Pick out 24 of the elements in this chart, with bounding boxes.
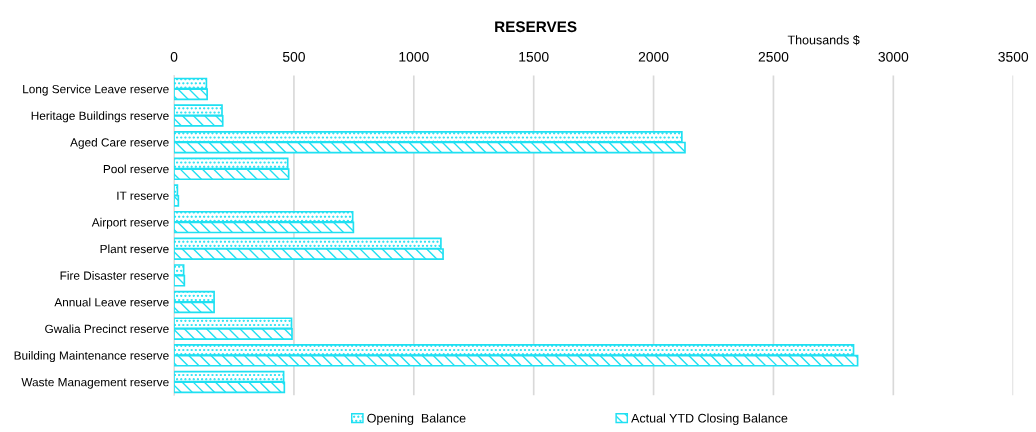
x-tick-label: 2500 — [758, 51, 789, 62]
x-tick-label: 3000 — [878, 51, 909, 62]
y-tick-label: Airport reserve — [91, 217, 169, 229]
x-tick-label: 2000 — [638, 51, 669, 62]
y-tick-label: Building Maintenance reserve — [14, 351, 169, 363]
legend-label: Opening Balance — [367, 413, 466, 426]
y-tick-label: Pool reserve — [103, 164, 169, 174]
y-tick-label: Gwalia Precinct reserve — [45, 324, 169, 334]
y-tick-label: Heritage Buildings reserve — [31, 111, 169, 123]
chart-title: RESERVES — [495, 21, 577, 33]
y-tick-label: IT reserve — [117, 191, 169, 200]
legend-label: Actual YTD Closing Balance — [631, 413, 788, 426]
y-tick-label: Plant reserve — [100, 244, 169, 254]
y-tick-label: Fire Disaster reserve — [60, 271, 169, 280]
x-tick-label: 1000 — [399, 51, 429, 62]
y-tick-label: Aged Care reserve — [70, 137, 169, 149]
x-tick-label: 3500 — [998, 51, 1029, 62]
x-tick-label: 500 — [282, 51, 305, 62]
x-tick-label: 1500 — [519, 51, 549, 62]
x-axis-title: Thousands $ — [787, 35, 860, 46]
y-tick-label: Annual Leave reserve — [54, 297, 169, 307]
y-tick-label: Waste Management reserve — [21, 378, 169, 389]
y-tick-label: Long Service Leave reserve — [23, 84, 169, 96]
x-tick-label: 0 — [170, 51, 178, 62]
